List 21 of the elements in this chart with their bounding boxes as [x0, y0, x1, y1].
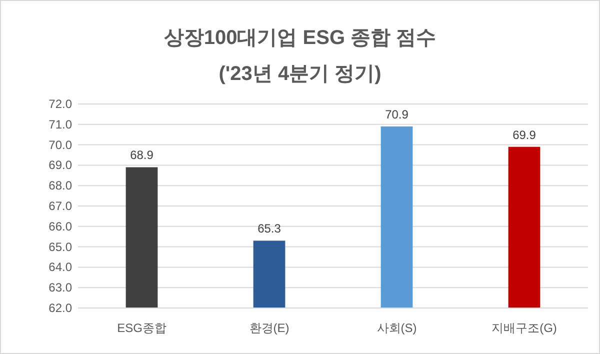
- x-tick-label: 사회(S): [376, 321, 417, 335]
- chart-title: 상장100대기업 ESG 종합 점수: [164, 27, 436, 49]
- chart-subtitle: ('23년 4분기 정기): [218, 63, 382, 85]
- y-tick-label: 72.0: [48, 97, 72, 111]
- y-tick-label: 68.0: [48, 178, 72, 193]
- y-tick-label: 66.0: [48, 219, 72, 234]
- y-tick-label: 67.0: [48, 199, 72, 213]
- y-tick-label: 63.0: [48, 280, 72, 295]
- data-label: 68.9: [130, 148, 154, 162]
- y-tick-label: 71.0: [48, 117, 72, 132]
- data-label: 65.3: [258, 222, 282, 236]
- x-tick-label: 지배구조(G): [492, 321, 557, 335]
- y-tick-label: 70.0: [48, 138, 72, 152]
- data-label: 69.9: [512, 128, 536, 142]
- x-tick-label: 환경(E): [249, 321, 290, 335]
- data-label: 70.9: [385, 107, 409, 122]
- y-tick-label: 65.0: [48, 240, 72, 254]
- y-tick-label: 64.0: [48, 260, 72, 274]
- y-tick-label: 69.0: [48, 158, 72, 172]
- x-tick-label: ESG종합: [117, 321, 166, 335]
- y-tick-label: 62.0: [48, 301, 72, 315]
